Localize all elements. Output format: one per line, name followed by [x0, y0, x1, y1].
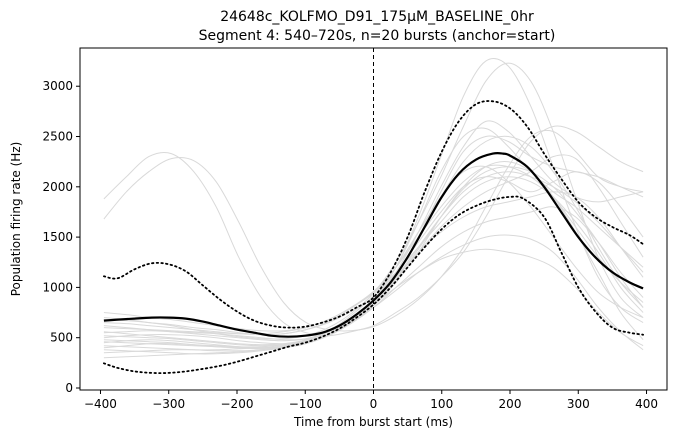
y-tick-label: 2500: [42, 130, 73, 144]
y-axis-ticks: 0 500 1000 1500 2000 2500 3000: [42, 79, 80, 395]
x-tick-label: 0: [370, 397, 378, 411]
x-tick-label: −100: [289, 397, 322, 411]
x-tick-label: −400: [84, 397, 117, 411]
x-tick-label: 100: [430, 397, 453, 411]
individual-burst-line: [103, 248, 644, 352]
individual-burst-line: [103, 125, 644, 337]
chart-title-line-2: Segment 4: 540–720s, n=20 bursts (anchor…: [199, 28, 556, 44]
y-tick-label: 1500: [42, 230, 73, 244]
x-axis-ticks: −400 −300 −200 −100 0 100 200 300 400: [84, 390, 658, 411]
variability-band-lines: [103, 100, 644, 375]
y-tick-label: 2000: [42, 180, 73, 194]
lower-band-line: [103, 195, 644, 375]
x-axis-label: Time from burst start (ms): [293, 415, 453, 429]
individual-burst-line: [103, 176, 644, 336]
x-tick-label: 300: [567, 397, 590, 411]
upper-band-line: [103, 100, 644, 329]
x-tick-label: 200: [499, 397, 522, 411]
y-tick-label: 500: [50, 331, 73, 345]
y-tick-label: 0: [65, 381, 73, 395]
chart-title: 24648c_KOLFMO_D91_175µM_BASELINE_0hr Seg…: [199, 9, 556, 44]
y-tick-label: 3000: [42, 79, 73, 93]
x-tick-label: 400: [635, 397, 658, 411]
y-axis-label: Population firing rate (Hz): [9, 142, 23, 297]
y-tick-label: 1000: [42, 280, 73, 294]
individual-burst-line: [103, 165, 644, 332]
x-tick-label: −300: [152, 397, 185, 411]
individual-burst-line: [103, 166, 644, 349]
mean-line: [103, 151, 644, 338]
x-tick-label: −200: [221, 397, 254, 411]
mean-line-layer: [103, 151, 644, 338]
chart-title-line-1: 24648c_KOLFMO_D91_175µM_BASELINE_0hr: [220, 9, 534, 25]
plot-area: [103, 48, 644, 390]
individual-burst-lines: [103, 57, 644, 359]
